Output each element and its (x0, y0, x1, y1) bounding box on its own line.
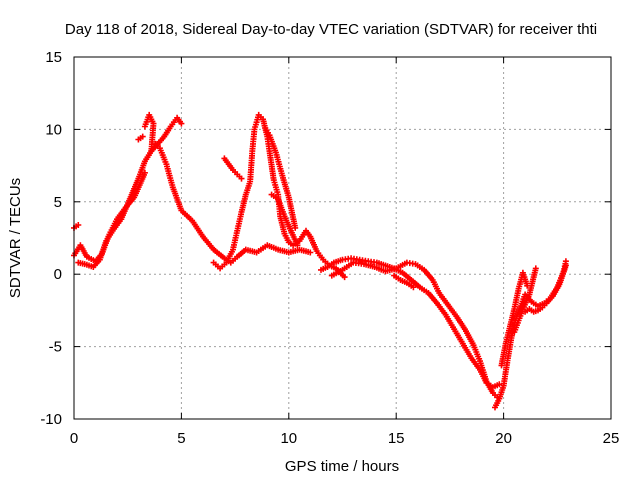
series-trace-d (135, 133, 146, 143)
y-tick-label: -5 (49, 339, 62, 356)
data-points (71, 111, 569, 411)
data-point (562, 262, 569, 269)
data-point (292, 224, 299, 231)
data-point (139, 133, 146, 140)
series-trace-p (522, 262, 569, 315)
y-tick-label: 5 (54, 194, 62, 211)
x-axis-label: GPS time / hours (285, 458, 399, 475)
data-point (238, 175, 245, 182)
data-point (532, 265, 539, 272)
series-trace-c (75, 114, 185, 270)
grid-lines (74, 57, 611, 419)
series-trace-h (262, 125, 299, 231)
data-point (294, 242, 301, 249)
data-point (178, 120, 185, 127)
x-tick-label: 25 (603, 430, 620, 447)
series-trace-n (498, 269, 531, 369)
plot-frame (73, 56, 612, 420)
series-trace-k (328, 259, 501, 401)
series-trace-i (268, 191, 301, 249)
series-trace-l (391, 272, 417, 291)
x-tick-label: 0 (70, 430, 78, 447)
data-point (341, 274, 348, 281)
data-point (496, 381, 503, 388)
x-tick-label: 15 (388, 430, 405, 447)
series-trace-o (511, 265, 539, 336)
data-point (307, 249, 314, 256)
axis-ticks: 0 5 10 15 20 25 -10 -5 0 5 10 15 (40, 49, 619, 447)
x-tick-label: 5 (177, 430, 185, 447)
chart-title: Day 118 of 2018, Sidereal Day-to-day VTE… (65, 21, 597, 38)
data-point (410, 284, 417, 291)
data-point (75, 222, 82, 228)
x-tick-label: 10 (280, 430, 297, 447)
x-tick-label: 20 (495, 430, 512, 447)
y-tick-label: 0 (54, 266, 62, 283)
y-tick-label: -10 (40, 411, 62, 428)
series-trace-a (71, 222, 82, 231)
y-tick-label: 10 (45, 121, 62, 138)
series-trace-g (221, 155, 245, 182)
y-axis-label: SDTVAR / TECUs (7, 178, 24, 298)
series-trace-e (141, 111, 314, 266)
series-trace-f (210, 111, 348, 281)
y-tick-label: 15 (45, 49, 62, 66)
